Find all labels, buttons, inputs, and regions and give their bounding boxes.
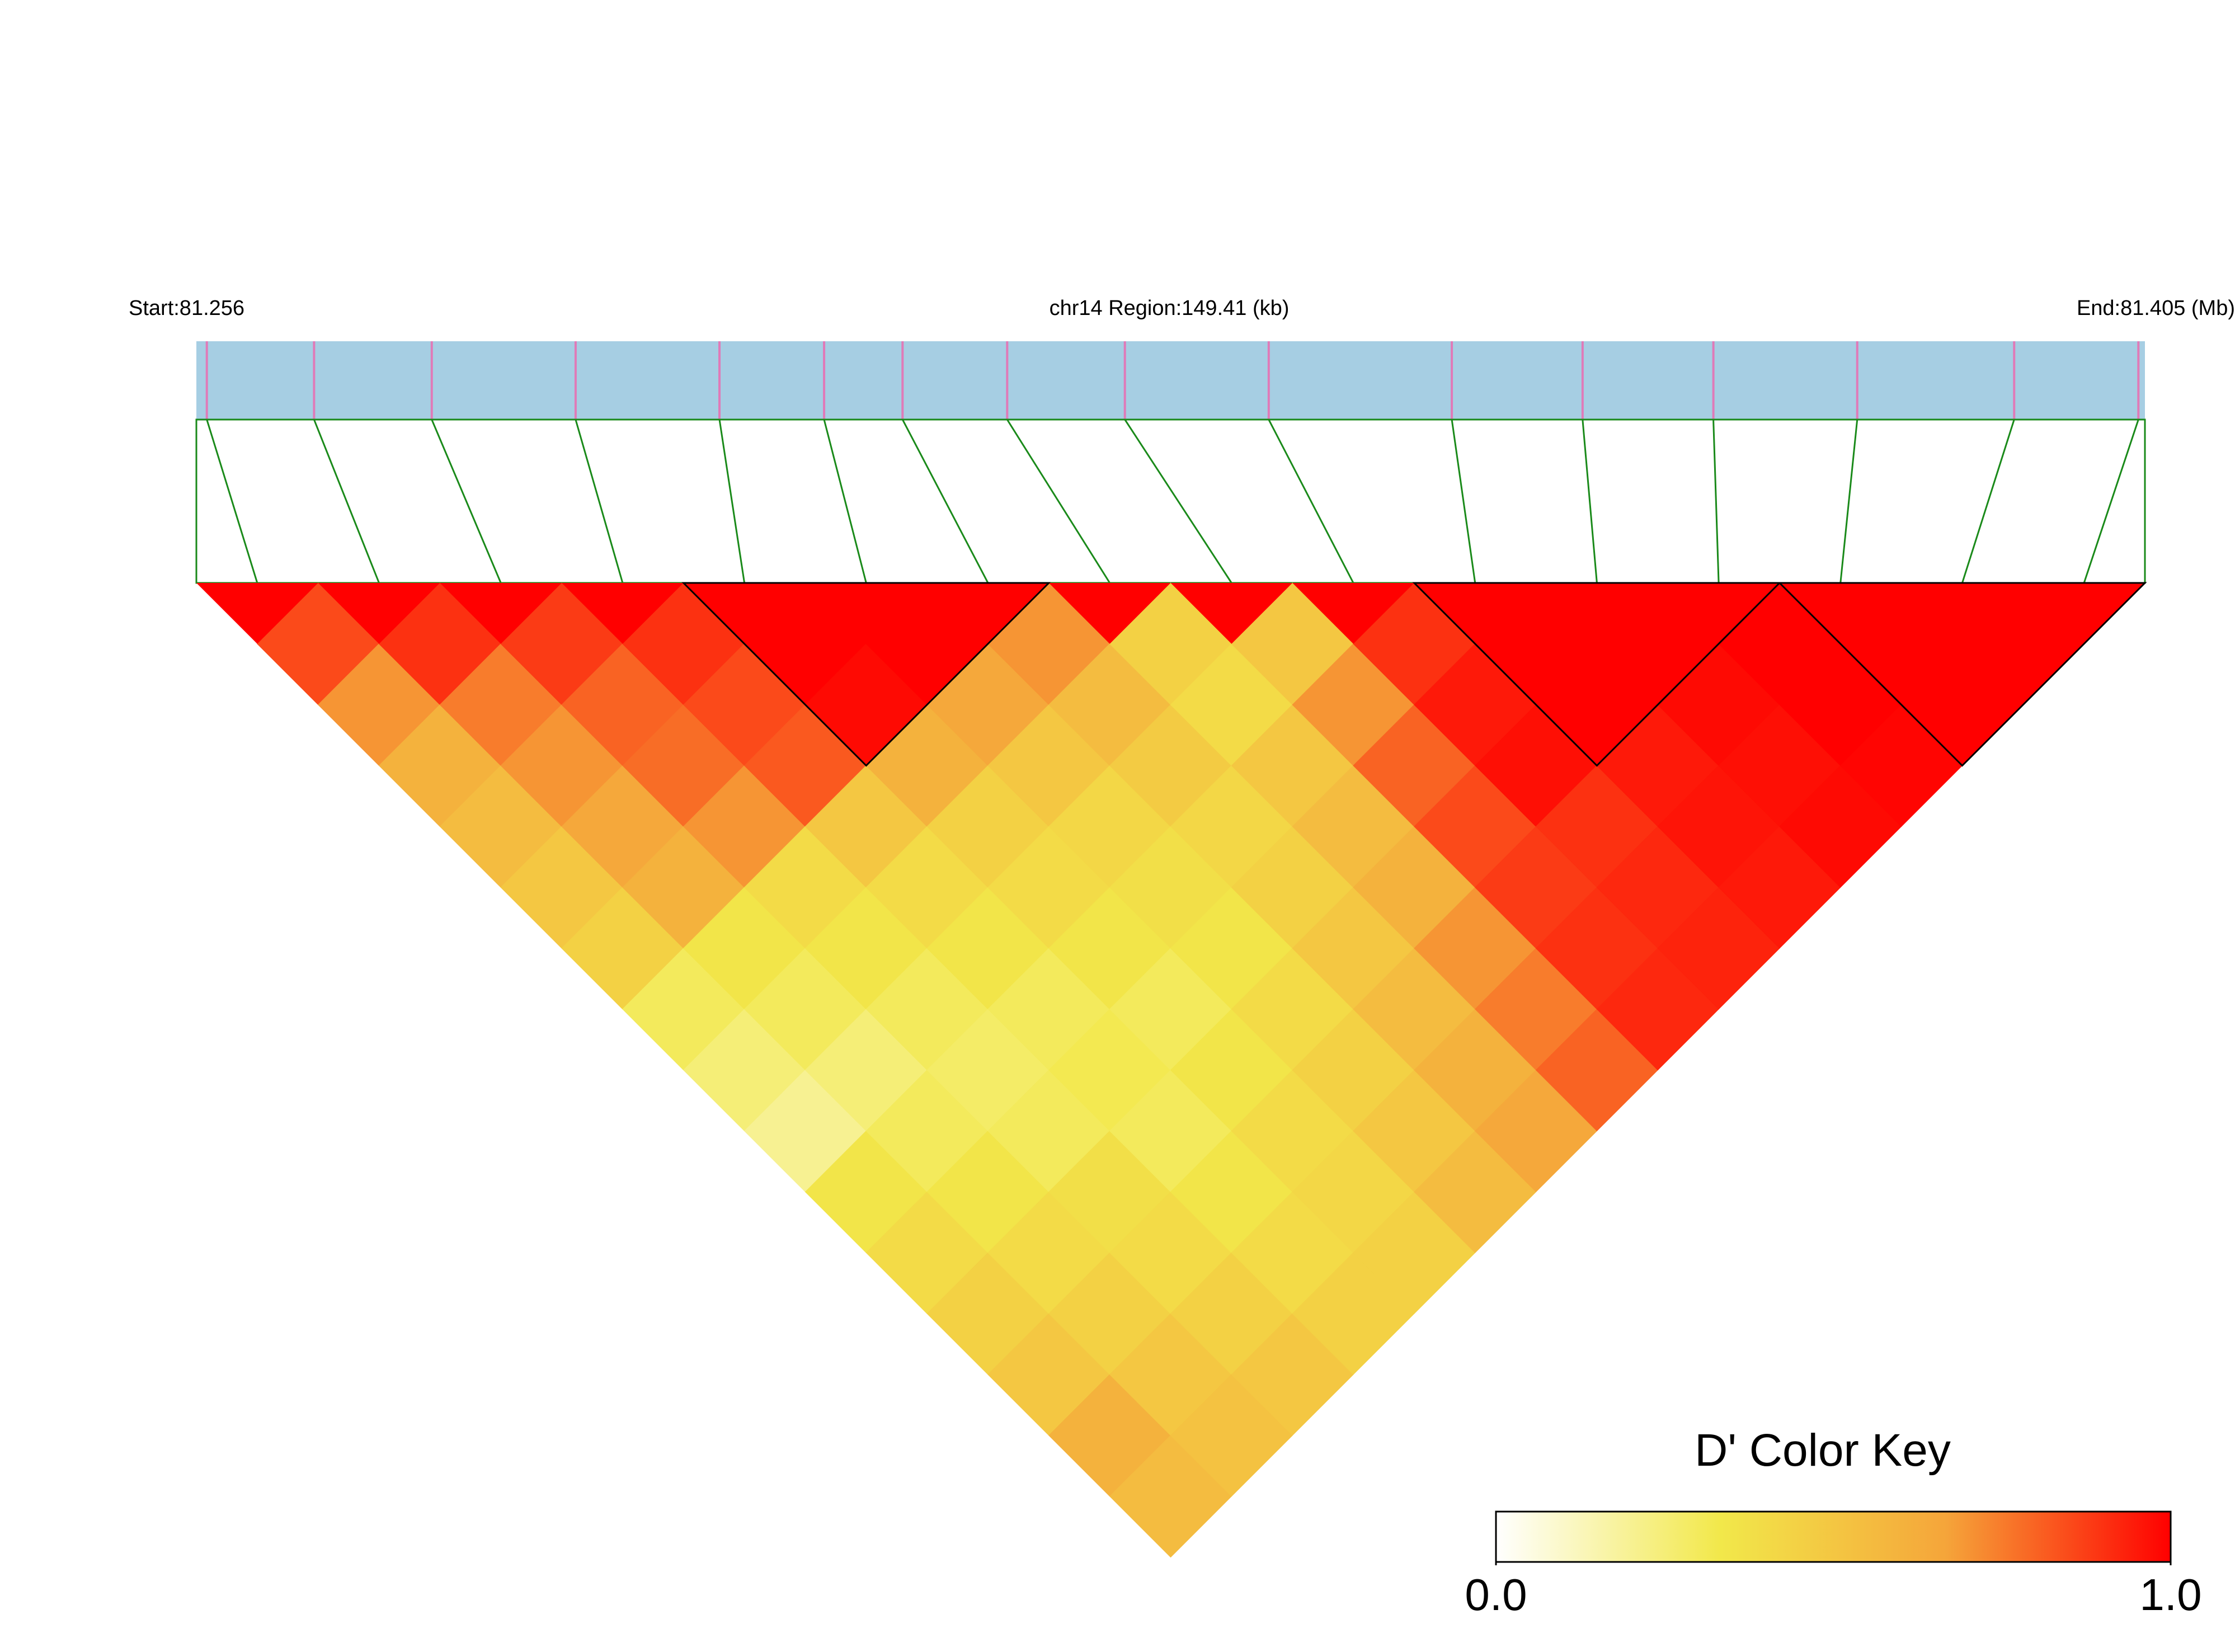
connector-frame [195, 418, 2146, 584]
ld-edge [440, 583, 562, 644]
snp-connector [901, 419, 989, 583]
ld-edge [1170, 583, 1293, 644]
ld-edge [1414, 583, 1536, 644]
ld-edge [805, 583, 928, 644]
ld-edge [318, 583, 440, 644]
ld-edge [1292, 583, 1414, 644]
snp-connector [718, 419, 746, 583]
ld-edge [1779, 583, 1902, 644]
ld-edge [1536, 583, 1658, 644]
ld-edge [2023, 583, 2145, 644]
ld-edge [1901, 583, 2024, 644]
ld-edge [683, 583, 806, 644]
snp-connector [1961, 419, 2015, 583]
ld-edge [562, 583, 684, 644]
ld-block [1412, 582, 1782, 767]
snp-connector [1712, 419, 1720, 583]
color-key-tick-label: 0.0 [1465, 1570, 1527, 1620]
color-key-bar [1495, 1510, 2172, 1563]
snp-connector [2083, 419, 2139, 583]
ld-edge [927, 583, 1049, 644]
snp-connector [1582, 419, 1598, 583]
snp-connector [313, 419, 380, 583]
snp-connector [1124, 419, 1232, 583]
snp-connector [1268, 419, 1354, 583]
end-label: End:81.405 (Mb) [2077, 296, 2235, 320]
start-label: Start:81.256 [129, 296, 244, 320]
gene-bar [196, 341, 2145, 420]
snp-connector [1839, 419, 1858, 583]
ld-edge [196, 583, 318, 644]
region-label: chr14 Region:149.41 (kb) [1050, 296, 1290, 320]
snp-connector [575, 419, 624, 583]
snp-connector [1006, 419, 1111, 583]
ld-edge [1048, 583, 1171, 644]
ld-block [681, 582, 1051, 767]
color-key-title: D' Color Key [1695, 1425, 1951, 1476]
color-key-tick-label: 1.0 [2139, 1570, 2201, 1620]
ld-block [1777, 582, 2147, 767]
snp-connector [206, 419, 258, 583]
snp-connector [823, 419, 867, 583]
ld-edge [1658, 583, 1780, 644]
snp-connector [1451, 419, 1476, 583]
snp-connector [431, 419, 502, 583]
